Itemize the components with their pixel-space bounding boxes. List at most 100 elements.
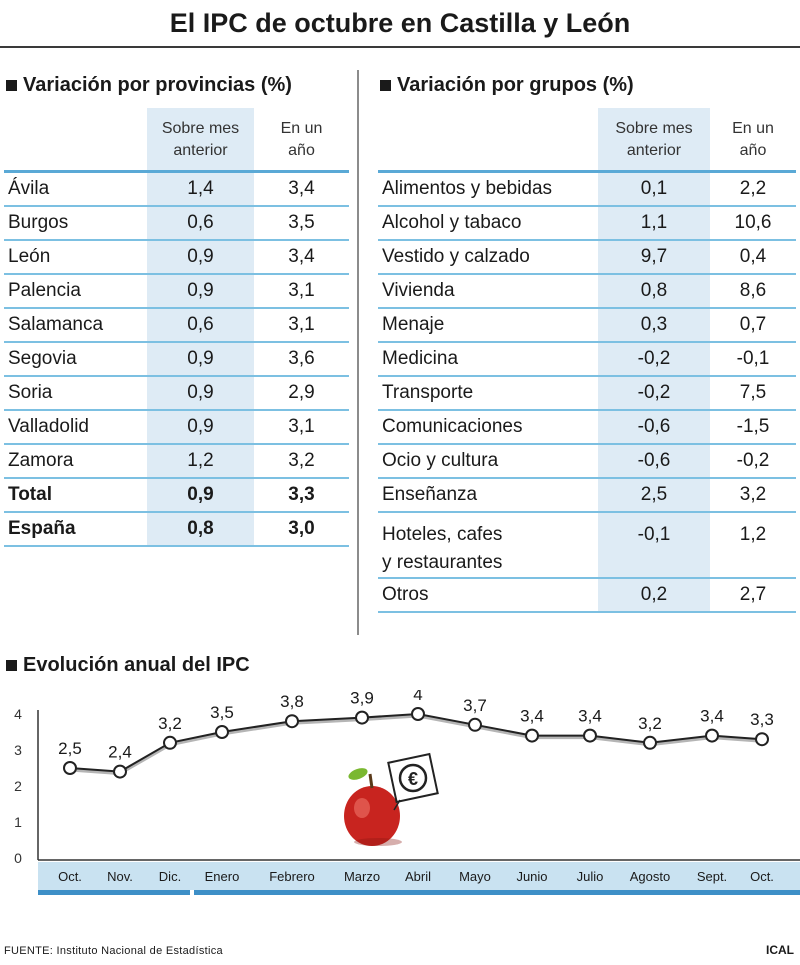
provinces-header-row: Sobre mes anterior En un año: [4, 108, 349, 173]
header-ano-line2: año: [739, 142, 767, 159]
group-name: Menaje: [378, 308, 598, 343]
province-row: Burgos 0,6 3,5: [4, 206, 349, 241]
group-mes: 9,7: [598, 240, 710, 275]
province-ano: 3,6: [254, 342, 349, 377]
province-row: Segovia 0,9 3,6: [4, 342, 349, 377]
group-ano: 3,2: [710, 478, 796, 513]
header-ano-line2: año: [288, 142, 315, 159]
groups-section-title: Variación por grupos (%): [380, 74, 634, 97]
group-ano: 8,6: [710, 274, 796, 309]
chart-section-title: Evolución anual del IPC: [6, 654, 250, 677]
bullet-square-icon: [6, 80, 17, 91]
group-name: Hoteles, cafes y restaurantes: [378, 512, 598, 579]
data-point: [63, 761, 77, 775]
data-label: 3,7: [463, 696, 487, 715]
title-rule: [0, 46, 800, 48]
chart-title: Evolución anual del IPC: [23, 654, 250, 676]
x-tick-label: Sept.: [697, 869, 727, 884]
x-tick-label: Mayo: [459, 869, 491, 884]
y-tick-label: 0: [14, 850, 22, 866]
province-ano: 3,0: [254, 512, 349, 547]
province-row: Soria 0,9 2,9: [4, 376, 349, 411]
province-mes: 0,9: [147, 274, 254, 309]
data-label: 2,4: [108, 743, 132, 762]
group-name: Transporte: [378, 376, 598, 411]
province-name: Ávila: [4, 171, 147, 207]
group-name: Alimentos y bebidas: [378, 171, 598, 207]
y-tick-label: 2: [14, 778, 22, 794]
x-tick-label: Julio: [577, 869, 604, 884]
groups-title: Variación por grupos (%): [397, 74, 634, 96]
provinces-table: Sobre mes anterior En un año Ávila 1,4 3,4…: [4, 108, 349, 547]
group-ano: 7,5: [710, 376, 796, 411]
data-point: [755, 732, 769, 747]
group-mes: -0,6: [598, 410, 710, 445]
groups-table: Sobre mes anterior En un año Alimentos y…: [378, 108, 796, 613]
data-point: [583, 728, 597, 743]
data-label: 3,4: [520, 707, 544, 726]
province-ano: 3,1: [254, 274, 349, 309]
province-mes: 0,9: [147, 410, 254, 445]
province-ano: 3,1: [254, 410, 349, 445]
province-mes: 0,6: [147, 308, 254, 343]
y-tick-label: 4: [14, 706, 22, 722]
province-mes: 0,9: [147, 376, 254, 411]
group-mes: -0,2: [598, 342, 710, 377]
provinces-header-ano: En un año: [254, 108, 349, 173]
x-axis-labels: Oct. Nov. Dic. Enero Febrero Marzo Abril Mayo Ju…: [58, 869, 774, 884]
x-tick-label: Oct.: [58, 869, 82, 884]
province-mes: 0,8: [147, 512, 254, 547]
province-mes: 1,4: [147, 171, 254, 207]
province-ano: 3,2: [254, 444, 349, 479]
data-label: 3,4: [578, 707, 602, 726]
header-mes-line2: anterior: [626, 142, 682, 159]
data-label: 3,4: [700, 707, 724, 726]
data-point: [113, 764, 127, 779]
group-mes: -0,1: [598, 512, 710, 579]
y-tick-label: 1: [14, 814, 22, 830]
province-row: Ávila 1,4 3,4: [4, 171, 349, 207]
chart-illustration: €: [344, 752, 439, 846]
data-point: [468, 717, 482, 732]
euro-tag-icon: €: [387, 752, 439, 811]
groups-header-row: Sobre mes anterior En un año: [378, 108, 796, 173]
province-mes: 0,9: [147, 240, 254, 275]
group-row: Alimentos y bebidas 0,1 2,2: [378, 171, 796, 207]
data-point: [163, 735, 177, 750]
group-name: Medicina: [378, 342, 598, 377]
data-label: 3,2: [158, 714, 182, 733]
chart-points: [63, 707, 769, 779]
group-ano: 10,6: [710, 206, 796, 241]
apple-icon: [344, 768, 402, 846]
group-name: Vivienda: [378, 274, 598, 309]
bullet-square-icon: [6, 660, 17, 671]
province-row: Palencia 0,9 3,1: [4, 274, 349, 309]
x-tick-label: Nov.: [107, 869, 133, 884]
group-ano: -1,5: [710, 410, 796, 445]
group-row: Medicina -0,2 -0,1: [378, 342, 796, 377]
province-row: Valladolid 0,9 3,1: [4, 410, 349, 445]
group-row: Otros 0,2 2,7: [378, 578, 796, 613]
groups-header-blank: [378, 108, 598, 173]
group-row: Menaje 0,3 0,7: [378, 308, 796, 343]
group-row: Vestido y calzado 9,7 0,4: [378, 240, 796, 275]
x-tick-label: Enero: [205, 869, 240, 884]
group-row: Vivienda 0,8 8,6: [378, 274, 796, 309]
group-mes: 0,3: [598, 308, 710, 343]
x-tick-label: Junio: [516, 869, 547, 884]
y-axis-ticks: 0 1 2 3 4: [14, 706, 22, 866]
header-mes-line2: anterior: [173, 142, 228, 159]
province-name: Burgos: [4, 206, 147, 241]
header-mes-line1: Sobre mes: [161, 120, 240, 137]
x-tick-label: Agosto: [630, 869, 670, 884]
data-point: [215, 725, 229, 739]
group-ano: 1,2: [710, 512, 796, 579]
province-name: León: [4, 240, 147, 275]
chart-bands: [37, 710, 800, 895]
x-tick-label: Febrero: [269, 869, 315, 884]
group-name: Vestido y calzado: [378, 240, 598, 275]
province-name: Salamanca: [4, 308, 147, 343]
province-mes: 0,9: [147, 478, 254, 513]
group-mes: 2,5: [598, 478, 710, 513]
data-label: 3,9: [350, 690, 374, 708]
